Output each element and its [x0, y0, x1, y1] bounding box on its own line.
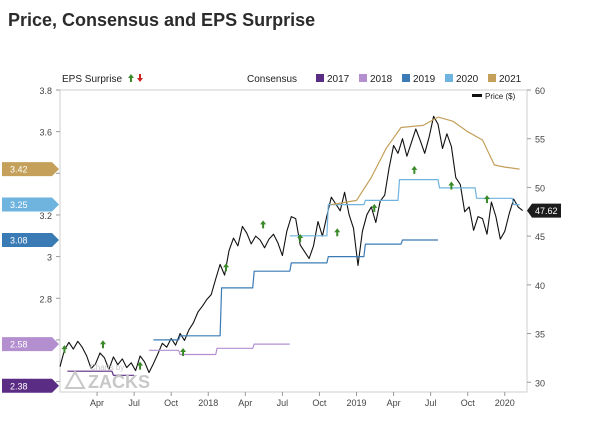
legend-swatch-2020	[445, 74, 453, 82]
eps-surprise-arrow-icon	[180, 348, 187, 357]
legend-consensus: Consensus	[247, 74, 297, 85]
x-axis-tick-label: 2020	[495, 398, 515, 408]
right-axis-tick-label: 30	[535, 378, 545, 388]
series-line-2017	[67, 370, 135, 376]
eps-consensus-badge	[2, 337, 59, 352]
eps-surprise-arrow-icon	[334, 228, 341, 237]
zacks-logo-icon	[64, 369, 86, 389]
eps-surprise-arrow-icon	[223, 263, 230, 272]
right-axis-tick-label: 50	[535, 183, 545, 193]
eps-surprise-arrow-icon	[137, 361, 144, 370]
watermark-charts-by: Charts by	[90, 363, 124, 372]
x-axis-tick-label: Oct	[164, 398, 179, 408]
x-axis-tick-label: Apr	[238, 398, 252, 408]
eps-consensus-badge-label: 3.42	[10, 165, 28, 175]
price-badge	[527, 203, 561, 218]
legend-year-2020: 2020	[456, 74, 479, 85]
x-axis-tick-label: Jul	[425, 398, 437, 408]
legend-year-2019: 2019	[413, 74, 436, 85]
legend-swatch-2021	[488, 74, 496, 82]
watermark-zacks: ZACKS	[88, 372, 150, 392]
x-axis-tick-label: 2018	[198, 398, 218, 408]
eps-surprise-arrow-icon	[371, 203, 378, 212]
page-title: Price, Consensus and EPS Surprise	[8, 10, 316, 30]
eps-surprise-arrow-icon	[448, 181, 455, 190]
eps-consensus-badge-label: 3.08	[10, 235, 28, 245]
eps-surprise-arrow-icon	[411, 165, 418, 174]
eps-consensus-badge-label: 2.58	[10, 340, 28, 350]
eps-up-arrow-icon	[128, 74, 134, 82]
eps-surprise-arrow-icon	[297, 234, 304, 243]
eps-consensus-badge	[2, 197, 59, 212]
legend-price-swatch	[472, 94, 482, 97]
legend-swatch-2017	[316, 74, 324, 82]
legend-price: Price ($)	[485, 92, 516, 101]
eps-consensus-badge	[2, 232, 59, 247]
series-line-2018	[149, 343, 290, 356]
eps-surprise-arrow-icon	[61, 345, 68, 354]
eps-consensus-badge	[2, 162, 59, 177]
series-line-2019	[153, 239, 438, 341]
x-axis-tick-label: Jul	[128, 398, 140, 408]
legend-year-2021: 2021	[499, 74, 522, 85]
legend-year-2017: 2017	[327, 74, 350, 85]
eps-consensus-badge	[2, 378, 59, 393]
eps-surprise-arrow-icon	[483, 195, 490, 204]
right-axis-tick-label: 55	[535, 135, 545, 145]
x-axis-tick-label: Jul	[277, 398, 289, 408]
eps-consensus-badge-label: 2.38	[10, 381, 28, 391]
left-axis-tick-label: 3	[47, 253, 52, 263]
plot-frame	[59, 89, 528, 393]
series-line-2021	[331, 116, 520, 206]
right-axis-tick-label: 45	[535, 232, 545, 242]
left-axis-tick-label: 2.8	[39, 294, 52, 304]
legend-eps-surprise: EPS Surprise	[62, 74, 122, 85]
series-line-price	[59, 115, 523, 374]
eps-consensus-badge-label: 3.25	[10, 200, 28, 210]
left-axis-tick-label: 3.6	[39, 128, 52, 138]
right-axis-tick-label: 60	[535, 86, 545, 96]
x-axis-tick-label: Oct	[461, 398, 476, 408]
price-badge-label: 47.62	[535, 206, 558, 216]
x-axis-tick-label: 2019	[346, 398, 366, 408]
eps-down-arrow-icon	[137, 74, 143, 82]
right-axis-tick-label: 35	[535, 330, 545, 340]
x-axis-tick-label: Apr	[90, 398, 104, 408]
eps-surprise-arrow-icon	[260, 220, 267, 229]
x-axis-tick-label: Apr	[387, 398, 401, 408]
right-axis-tick-label: 40	[535, 281, 545, 291]
left-axis-tick-label: 3.2	[39, 211, 52, 221]
legend-year-2018: 2018	[370, 74, 393, 85]
legend-swatch-2019	[402, 74, 410, 82]
left-axis-tick-label: 3.8	[39, 86, 52, 96]
eps-surprise-arrow-icon	[99, 340, 106, 349]
x-axis-tick-label: Oct	[312, 398, 327, 408]
legend-swatch-2018	[359, 74, 367, 82]
